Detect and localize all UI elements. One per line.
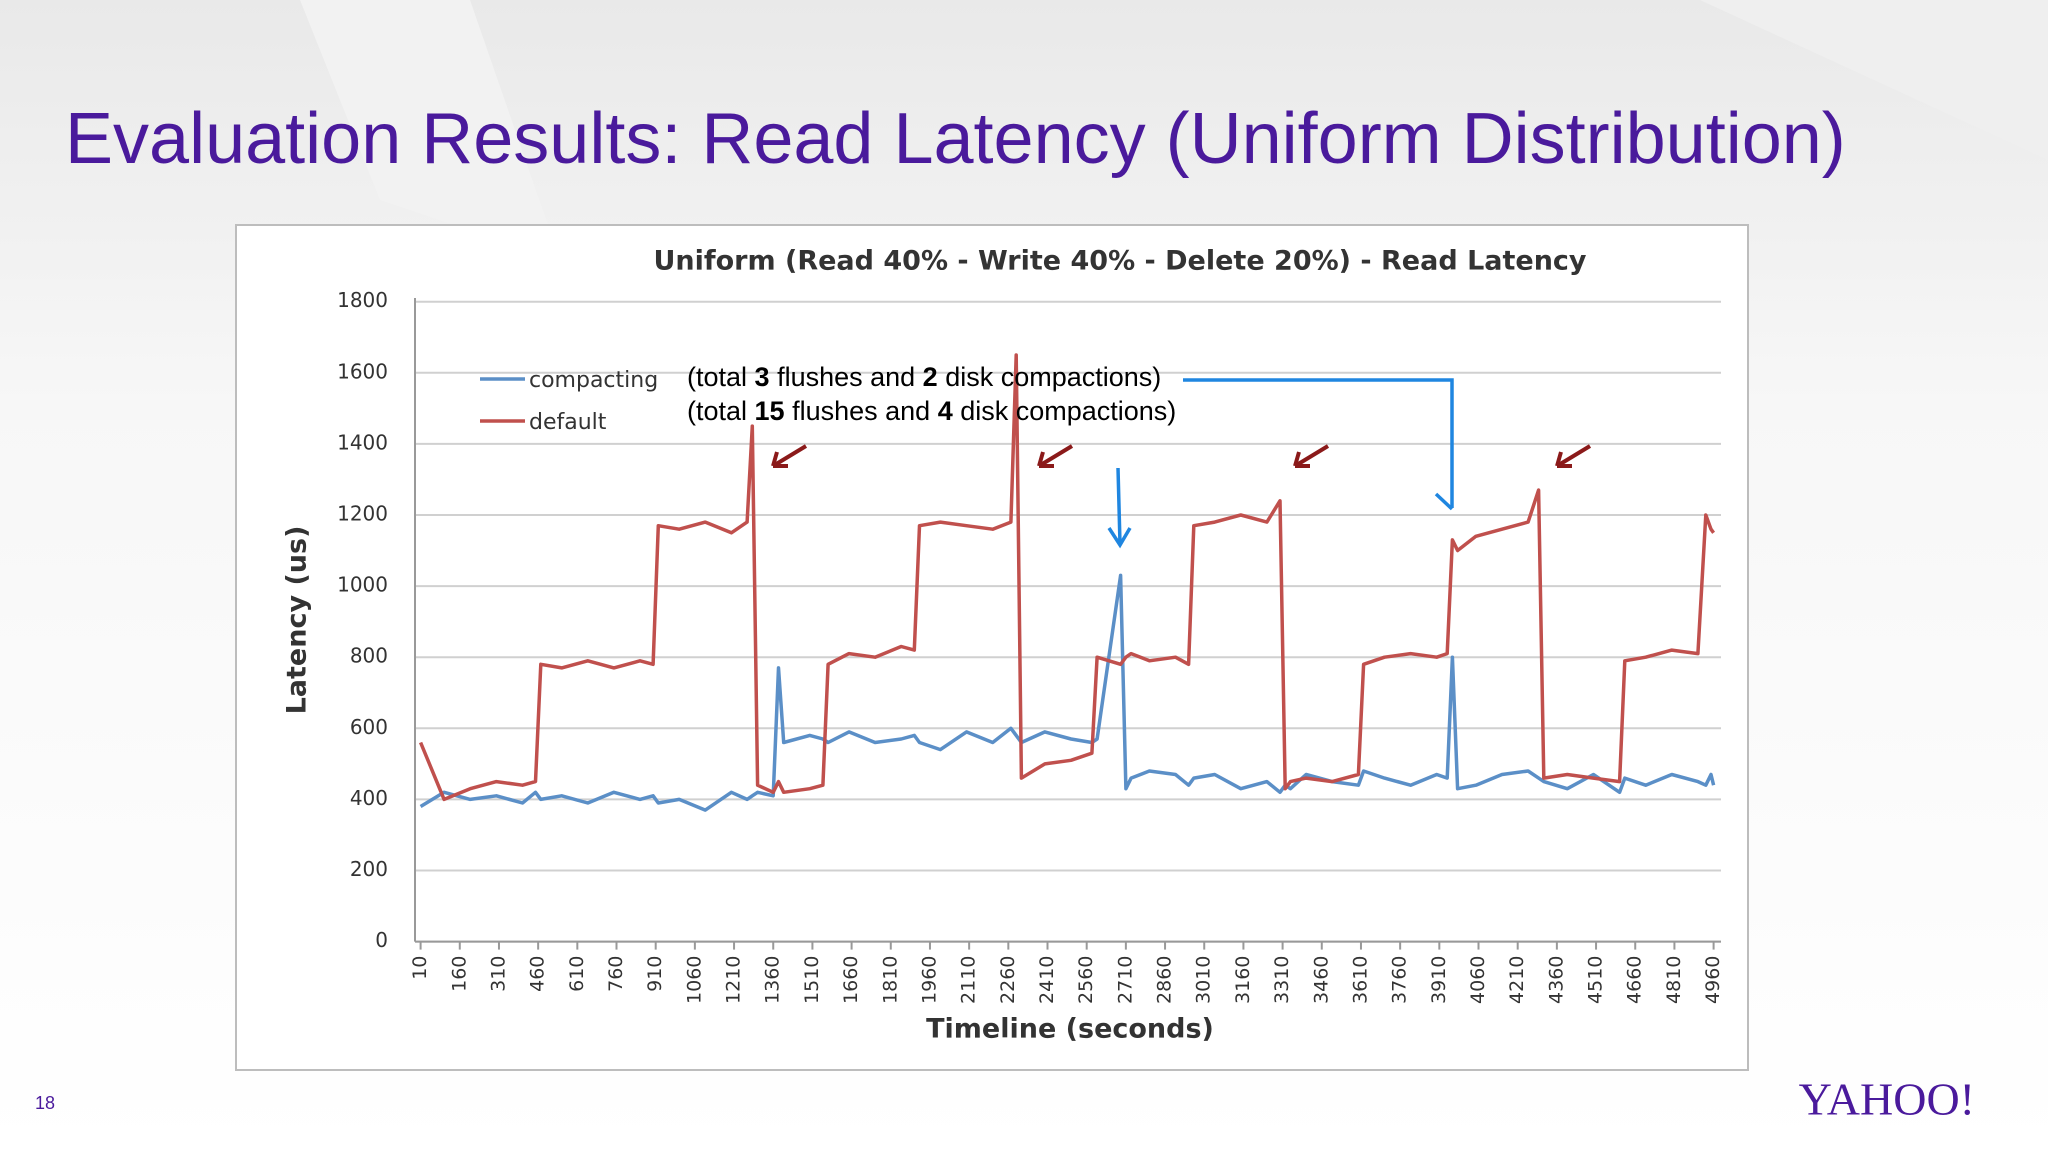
annotation-part: 15	[755, 396, 785, 426]
y-tick-label: 1200	[337, 502, 388, 526]
x-tick-label: 1210	[723, 956, 745, 1004]
chart-frame	[235, 224, 1749, 1071]
x-tick-label: 3310	[1271, 956, 1293, 1004]
logo: YAHOO!	[1799, 1074, 1975, 1125]
x-tick-label: 2110	[958, 956, 980, 1004]
x-tick-label: 3160	[1232, 956, 1254, 1004]
x-tick-label: 4360	[1545, 956, 1567, 1004]
annotation: (total 3 flushes and 2 disk compactions)	[687, 362, 1161, 392]
x-tick-label: 160	[448, 956, 470, 992]
arrow	[1107, 467, 1132, 549]
annotation: (total 15 flushes and 4 disk compactions…	[687, 396, 1176, 426]
annotation-part: 2	[923, 362, 938, 392]
legend-label: compacting	[529, 368, 658, 393]
y-tick-label: 1800	[337, 288, 388, 312]
arrow	[1555, 444, 1592, 468]
x-tick-label: 10	[409, 956, 431, 980]
annotation-part: (total	[687, 362, 755, 392]
x-tick-label: 2860	[1154, 956, 1176, 1004]
x-tick-label: 2710	[1114, 956, 1136, 1004]
y-tick-label: 800	[350, 644, 388, 668]
y-tick-label: 1400	[337, 430, 388, 454]
x-tick-label: 1060	[683, 956, 705, 1004]
y-tick-label: 1600	[337, 359, 388, 383]
red-arrows	[771, 444, 1592, 468]
y-axis-label: Latency (us)	[282, 526, 313, 715]
x-tick-label: 310	[487, 956, 509, 992]
x-tick-label: 3760	[1389, 956, 1411, 1004]
x-tick-label: 1810	[879, 956, 901, 1004]
annotation-part: 4	[938, 396, 953, 426]
series-line	[418, 353, 1716, 802]
x-tick-label: 3610	[1349, 956, 1371, 1004]
y-tick-label: 600	[350, 715, 388, 739]
annotation-part: disk compactions)	[953, 396, 1177, 426]
page-number: 18	[35, 1093, 55, 1113]
x-tick-label: 3460	[1310, 956, 1332, 1004]
legend-label: default	[529, 410, 607, 435]
x-tick-label: 760	[605, 956, 627, 992]
x-tick-label: 4510	[1585, 956, 1607, 1004]
x-tick-label: 4810	[1663, 956, 1685, 1004]
x-tick-label: 1660	[840, 956, 862, 1004]
x-tick-label: 3010	[1193, 956, 1215, 1004]
x-tick-label: 1960	[918, 956, 940, 1004]
x-tick-label: 2410	[1036, 956, 1058, 1004]
x-tick-label: 460	[527, 956, 549, 992]
chart-title: Uniform (Read 40% - Write 40% - Delete 2…	[653, 246, 1586, 277]
x-tick-label: 4210	[1506, 956, 1528, 1004]
arrow	[1293, 444, 1330, 468]
series-line	[419, 573, 1716, 812]
x-tick-label: 1510	[801, 956, 823, 1004]
y-tick-label: 0	[375, 928, 388, 952]
x-tick-label: 3910	[1428, 956, 1450, 1004]
x-axis-label: Timeline (seconds)	[926, 1014, 1214, 1045]
annotation-part: disk compactions)	[938, 362, 1162, 392]
arrow	[1037, 444, 1074, 468]
x-tick-label: 610	[566, 956, 588, 992]
annotation-part: (total	[687, 396, 755, 426]
annotation-part: flushes and	[770, 362, 923, 392]
arrow	[771, 444, 808, 468]
annotation-part: flushes and	[785, 396, 938, 426]
slide-title: Evaluation Results: Read Latency (Unifor…	[65, 99, 1846, 179]
x-tick-label: 2560	[1075, 956, 1097, 1004]
x-tick-label: 910	[644, 956, 666, 992]
bg-shape	[1700, 0, 2048, 160]
x-tick-label: 4660	[1624, 956, 1646, 1004]
annotation-part: 3	[755, 362, 770, 392]
blue-arrows	[1107, 378, 1454, 549]
x-tick-label: 4060	[1467, 956, 1489, 1004]
y-tick-label: 1000	[337, 573, 388, 597]
bg-shape	[300, 0, 560, 260]
x-tick-label: 1360	[762, 956, 784, 1004]
x-tick-label: 2260	[997, 956, 1019, 1004]
y-tick-label: 400	[350, 786, 388, 810]
y-tick-label: 200	[350, 857, 388, 881]
bracket-arrow	[1183, 378, 1454, 511]
x-tick-label: 4960	[1702, 956, 1724, 1004]
